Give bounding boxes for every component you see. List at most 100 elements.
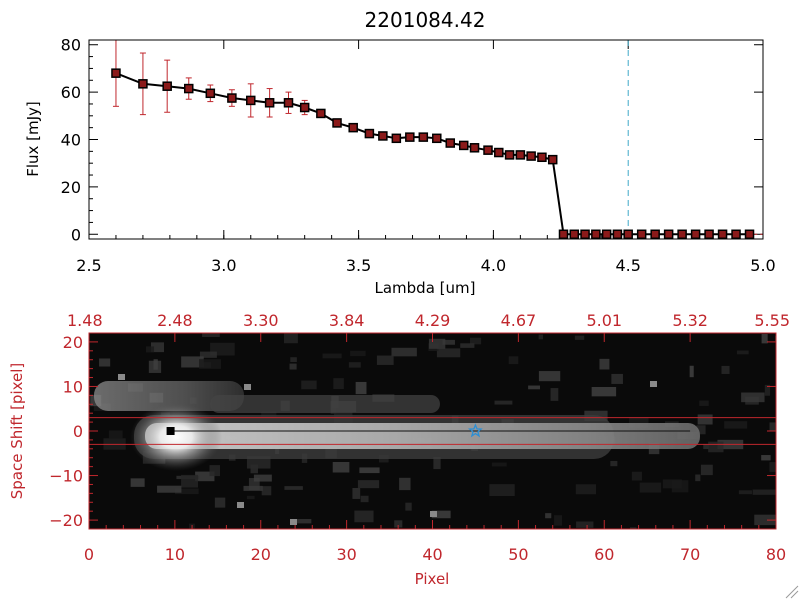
noise-patch <box>301 380 317 390</box>
noise-patch <box>360 495 369 503</box>
noise-patch <box>554 515 563 526</box>
noise-patch <box>697 414 713 425</box>
flux-point <box>378 131 388 141</box>
noise-patch <box>283 333 298 344</box>
noise-patch <box>289 363 297 370</box>
flux-point <box>677 229 687 240</box>
noise-patch <box>174 488 199 495</box>
noise-patch <box>246 495 255 500</box>
noise-patch <box>181 356 204 368</box>
flux-point <box>704 229 714 240</box>
noise-patch <box>99 358 111 367</box>
noise-patch <box>460 343 475 348</box>
noise-patch <box>610 460 618 467</box>
top-plot-frame <box>88 39 764 240</box>
noise-patch <box>736 350 749 355</box>
top-axes: 2.5 3.0 3.5 4.0 4.5 5.0 0 20 40 60 80 <box>61 36 776 275</box>
flux-point <box>558 229 569 240</box>
top-y-axis-label: Flux [mJy] <box>24 101 42 177</box>
noise-patch <box>332 461 350 473</box>
noise-patch <box>576 521 594 528</box>
flux-point <box>537 152 547 163</box>
noise-patch <box>261 411 277 419</box>
bottom-axes: 0 10 20 30 40 50 60 70 80 1.48 2.48 3.30 3.84 4.29 4.6… <box>49 311 790 564</box>
noise-patch <box>528 385 541 390</box>
flux-point <box>227 93 237 103</box>
noise-patch <box>639 482 662 493</box>
bright-pixel <box>650 381 657 387</box>
top-x-tick-label: 2.5 <box>76 256 101 275</box>
top-y-tick-label: 20 <box>61 178 81 197</box>
bottom-x-tick-label: 0 <box>84 545 94 564</box>
top-y-tick-label: 0 <box>71 225 81 244</box>
bottom-x-tick-label: 50 <box>508 545 528 564</box>
top-wavelength-label: 5.01 <box>586 311 622 330</box>
noise-patch <box>202 333 220 338</box>
flux-point <box>636 229 647 240</box>
noise-patch <box>294 518 312 524</box>
noise-patch <box>738 490 752 495</box>
chart-title: 2201084.42 <box>365 8 486 32</box>
noise-patch <box>145 346 155 353</box>
noise-patch <box>761 455 771 461</box>
noise-patch <box>359 467 380 474</box>
bottom-x-tick-label: 80 <box>766 545 786 564</box>
noise-patch <box>209 465 221 477</box>
trace-core <box>145 423 700 449</box>
top-plot-area <box>111 39 763 240</box>
top-wavelength-label: 5.55 <box>754 311 790 330</box>
bright-pixel <box>237 502 244 508</box>
bottom-y-tick-label: −20 <box>49 511 83 530</box>
noise-patch <box>391 347 417 357</box>
upper-halo <box>94 381 244 411</box>
flux-point <box>364 128 375 139</box>
noise-patch <box>322 353 342 359</box>
star-marker <box>467 423 483 438</box>
flux-point <box>515 150 526 160</box>
flux-point <box>299 102 310 113</box>
noise-patch <box>376 355 394 365</box>
noise-patch <box>248 478 260 491</box>
noise-patch <box>629 527 637 529</box>
top-x-tick-label: 5.0 <box>750 256 775 275</box>
bottom-y-tick-label: −10 <box>49 467 83 486</box>
noise-patch <box>290 357 297 363</box>
spectrum-image <box>89 333 776 529</box>
flux-point <box>580 229 590 240</box>
flux-point <box>432 133 442 144</box>
noise-patch <box>354 510 374 523</box>
noise-patch <box>199 359 222 369</box>
noise-patch <box>108 430 123 439</box>
noise-patch <box>442 339 455 345</box>
noise-patch <box>405 502 412 511</box>
top-x-tick-label: 4.0 <box>481 256 506 275</box>
noise-patch <box>695 474 701 482</box>
bright-pixel <box>244 384 251 390</box>
noise-patch <box>599 358 610 370</box>
flux-point <box>591 229 601 240</box>
flux-point <box>445 138 456 148</box>
noise-patch <box>399 477 411 491</box>
noise-patch <box>428 338 446 349</box>
noise-patch <box>181 474 199 488</box>
top-wavelength-label: 1.48 <box>67 311 103 330</box>
noise-patch <box>357 480 380 489</box>
flux-point <box>690 229 701 240</box>
noise-patch <box>764 384 771 396</box>
resize-grip[interactable] <box>785 585 799 599</box>
bottom-y-tick-label: 10 <box>63 377 83 396</box>
bright-pixel <box>118 374 125 380</box>
flux-point <box>283 98 294 108</box>
noise-patch <box>741 392 765 403</box>
flux-point <box>717 229 728 240</box>
noise-patch <box>629 417 649 428</box>
noise-patch <box>394 520 403 528</box>
noise-patch <box>754 514 776 526</box>
bottom-x-tick-label: 40 <box>422 545 442 564</box>
noise-patch <box>333 378 344 390</box>
noise-patch <box>703 444 710 450</box>
flux-point <box>469 143 480 153</box>
noise-patch <box>611 373 623 384</box>
noise-patch <box>769 462 776 472</box>
